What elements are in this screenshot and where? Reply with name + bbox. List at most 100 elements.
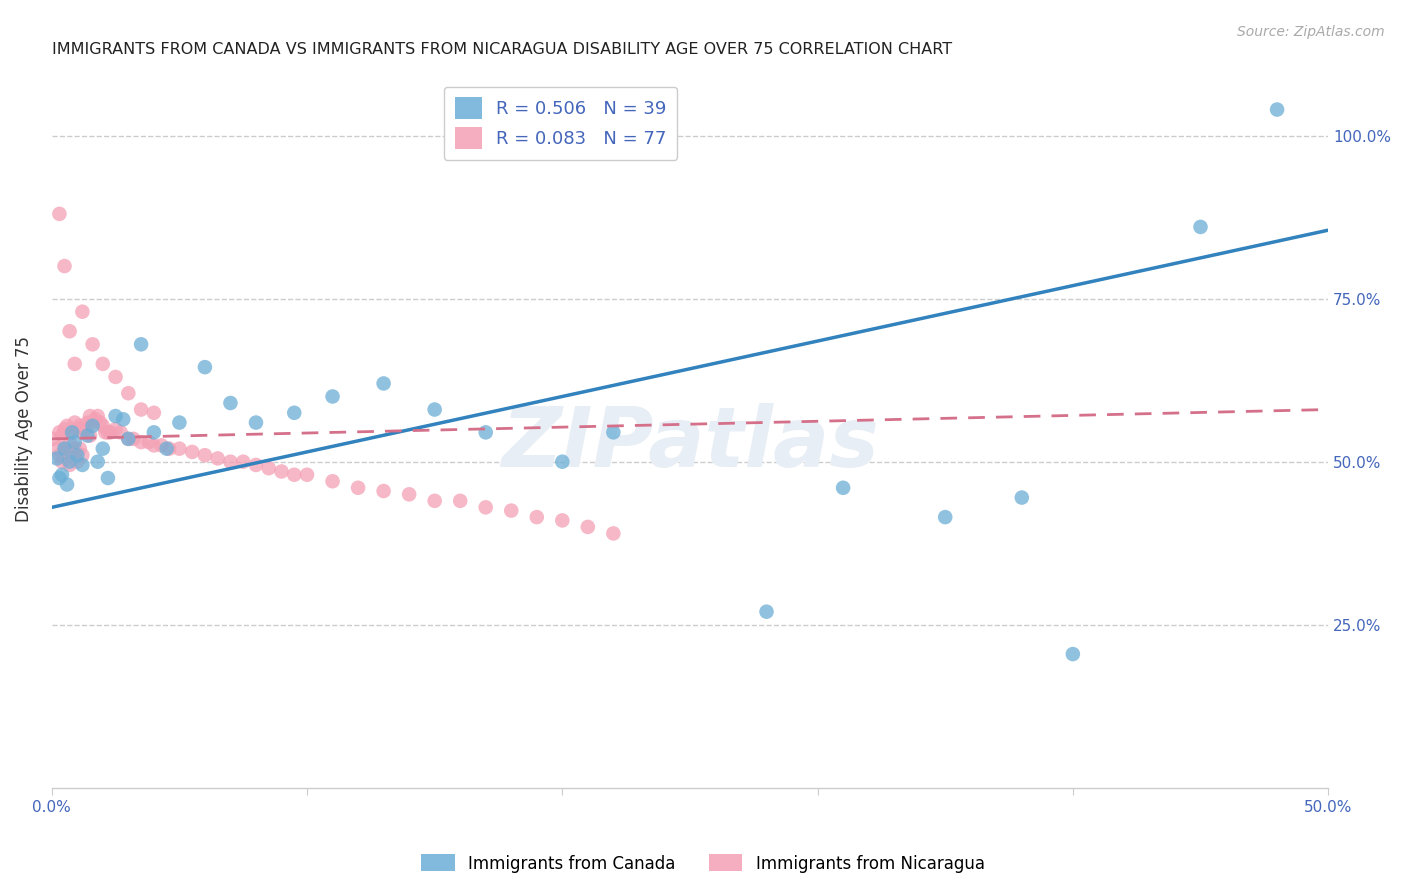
Point [373, 376, 395, 391]
Point [66, 448, 89, 462]
Point [97, 471, 120, 485]
Point [60, 425, 83, 440]
Point [91, 442, 114, 456]
Point [398, 487, 420, 501]
Point [72, 425, 94, 440]
Point [142, 438, 165, 452]
Point [576, 520, 599, 534]
Point [1189, 219, 1212, 234]
Point [1265, 103, 1288, 117]
Point [110, 425, 132, 440]
Point [322, 475, 344, 489]
Point [59, 458, 82, 472]
Point [219, 396, 242, 410]
Point [142, 406, 165, 420]
Point [60, 445, 83, 459]
Point [322, 389, 344, 403]
Point [551, 513, 574, 527]
Point [551, 455, 574, 469]
Point [59, 435, 82, 450]
Point [45, 442, 67, 456]
Point [51, 428, 73, 442]
Point [45, 451, 67, 466]
Point [129, 337, 152, 351]
Point [44, 432, 66, 446]
Point [48, 425, 70, 440]
Point [91, 357, 114, 371]
Point [117, 386, 139, 401]
Point [59, 455, 82, 469]
Point [295, 467, 318, 482]
Point [100, 425, 122, 440]
Point [245, 458, 267, 472]
Point [91, 418, 114, 433]
Point [63, 416, 86, 430]
Point [232, 455, 254, 469]
Point [602, 526, 624, 541]
Point [73, 422, 96, 436]
Point [832, 481, 855, 495]
Point [79, 409, 101, 423]
Point [69, 418, 91, 433]
Point [94, 425, 117, 440]
Point [82, 416, 104, 430]
Point [72, 458, 94, 472]
Point [66, 422, 89, 436]
Text: Source: ZipAtlas.com: Source: ZipAtlas.com [1237, 25, 1385, 39]
Point [347, 481, 370, 495]
Point [97, 425, 120, 440]
Point [129, 402, 152, 417]
Point [150, 438, 173, 452]
Point [112, 412, 135, 426]
Point [526, 510, 548, 524]
Point [194, 448, 217, 462]
Point [501, 503, 523, 517]
Point [283, 467, 305, 482]
Point [104, 422, 127, 436]
Point [138, 435, 160, 450]
Legend: R = 0.506   N = 39, R = 0.083   N = 77: R = 0.506 N = 39, R = 0.083 N = 77 [444, 87, 678, 160]
Point [86, 409, 108, 423]
Point [53, 422, 76, 436]
Point [79, 428, 101, 442]
Point [423, 493, 446, 508]
Point [56, 477, 79, 491]
Y-axis label: Disability Age Over 75: Disability Age Over 75 [15, 336, 32, 522]
Point [72, 304, 94, 318]
Point [104, 370, 127, 384]
Point [245, 416, 267, 430]
Point [48, 471, 70, 485]
Point [69, 442, 91, 456]
Point [1062, 647, 1084, 661]
Point [76, 428, 98, 442]
Point [72, 448, 94, 462]
Point [122, 432, 145, 446]
Point [474, 425, 496, 440]
Point [56, 418, 79, 433]
Point [53, 442, 76, 456]
Point [474, 500, 496, 515]
Point [84, 412, 107, 426]
Point [63, 435, 86, 450]
Text: ZIPatlas: ZIPatlas [501, 403, 879, 484]
Point [48, 448, 70, 462]
Point [129, 435, 152, 450]
Point [219, 455, 242, 469]
Point [86, 455, 108, 469]
Point [59, 324, 82, 338]
Point [51, 467, 73, 482]
Point [449, 493, 471, 508]
Point [157, 442, 180, 456]
Point [283, 406, 305, 420]
Point [373, 483, 395, 498]
Point [53, 442, 76, 456]
Point [1011, 491, 1033, 505]
Point [60, 425, 83, 440]
Point [82, 418, 104, 433]
Point [207, 451, 229, 466]
Point [169, 416, 191, 430]
Point [104, 409, 127, 423]
Point [602, 425, 624, 440]
Point [181, 445, 204, 459]
Text: IMMIGRANTS FROM CANADA VS IMMIGRANTS FROM NICARAGUA DISABILITY AGE OVER 75 CORRE: IMMIGRANTS FROM CANADA VS IMMIGRANTS FRO… [52, 42, 952, 57]
